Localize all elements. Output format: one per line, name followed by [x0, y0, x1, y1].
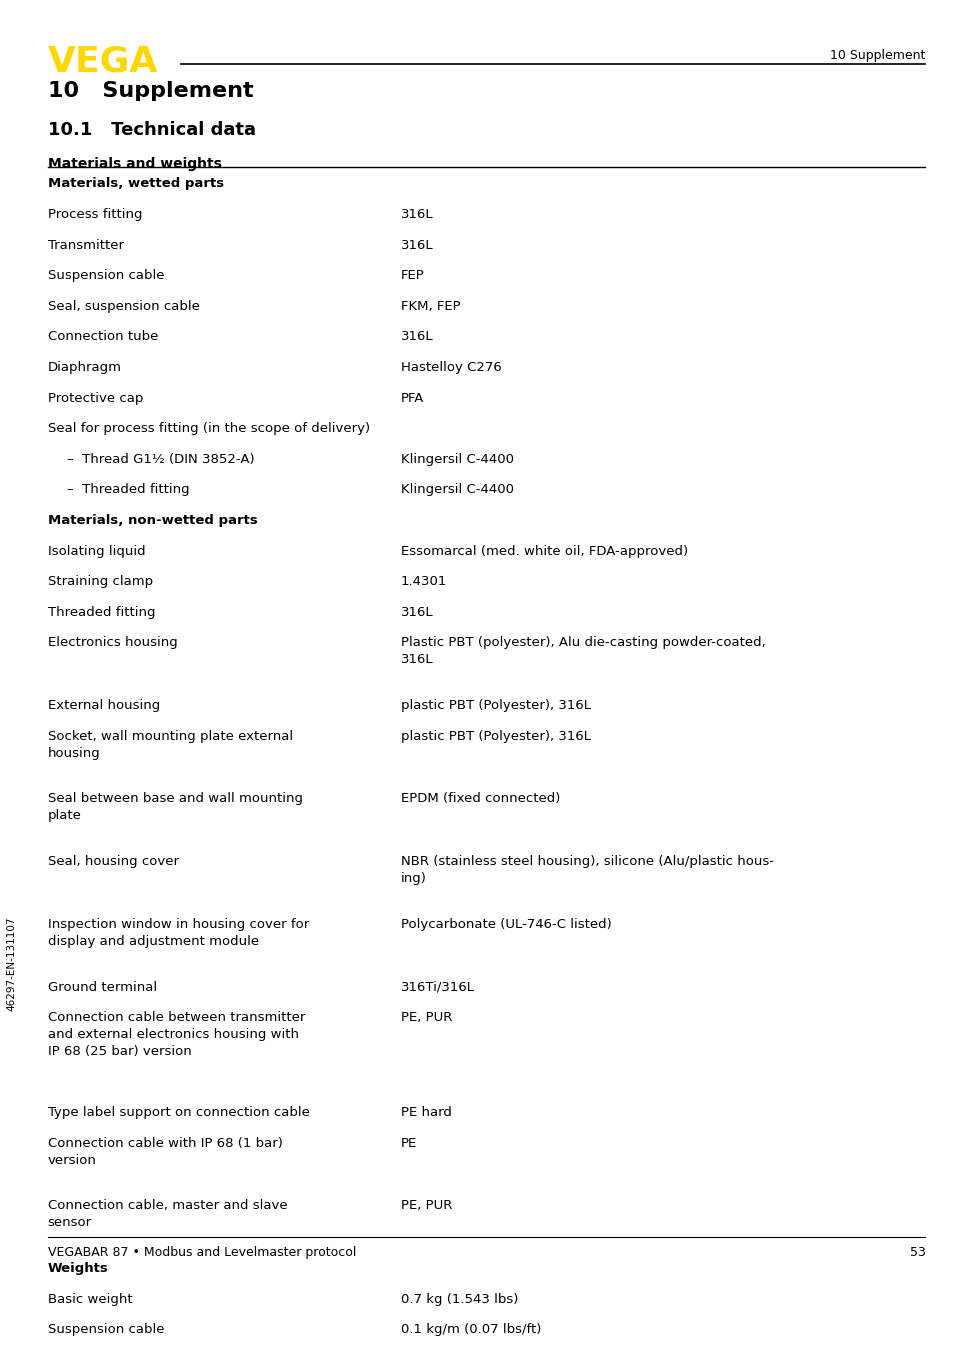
- Text: PE: PE: [400, 1136, 416, 1150]
- Text: PFA: PFA: [400, 391, 424, 405]
- Text: 10   Supplement: 10 Supplement: [48, 81, 253, 102]
- Text: Isolating liquid: Isolating liquid: [48, 544, 145, 558]
- Text: Polycarbonate (UL-746-C listed): Polycarbonate (UL-746-C listed): [400, 918, 611, 932]
- Text: Seal, housing cover: Seal, housing cover: [48, 856, 178, 868]
- Text: VEGABAR 87 • Modbus and Levelmaster protocol: VEGABAR 87 • Modbus and Levelmaster prot…: [48, 1246, 355, 1259]
- Text: –  Threaded fitting: – Threaded fitting: [67, 483, 190, 497]
- Text: Connection cable between transmitter
and external electronics housing with
IP 68: Connection cable between transmitter and…: [48, 1011, 305, 1059]
- Text: Process fitting: Process fitting: [48, 209, 142, 221]
- Text: FEP: FEP: [400, 269, 424, 282]
- Text: Electronics housing: Electronics housing: [48, 636, 177, 650]
- Text: 53: 53: [908, 1246, 924, 1259]
- Text: Seal for process fitting (in the scope of delivery): Seal for process fitting (in the scope o…: [48, 422, 370, 435]
- Text: FKM, FEP: FKM, FEP: [400, 299, 459, 313]
- Text: EPDM (fixed connected): EPDM (fixed connected): [400, 792, 559, 806]
- Text: Type label support on connection cable: Type label support on connection cable: [48, 1106, 310, 1118]
- Text: plastic PBT (Polyester), 316L: plastic PBT (Polyester), 316L: [400, 730, 590, 743]
- Text: Connection tube: Connection tube: [48, 330, 158, 344]
- Text: plastic PBT (Polyester), 316L: plastic PBT (Polyester), 316L: [400, 699, 590, 712]
- Text: 46297-EN-131107: 46297-EN-131107: [7, 917, 16, 1011]
- Text: 10 Supplement: 10 Supplement: [829, 49, 924, 62]
- Text: Suspension cable: Suspension cable: [48, 269, 164, 282]
- Text: External housing: External housing: [48, 699, 160, 712]
- Text: 10.1   Technical data: 10.1 Technical data: [48, 121, 255, 139]
- Text: 316Ti/316L: 316Ti/316L: [400, 980, 475, 994]
- Text: Essomarcal (med. white oil, FDA-approved): Essomarcal (med. white oil, FDA-approved…: [400, 544, 687, 558]
- Text: Basic weight: Basic weight: [48, 1293, 132, 1305]
- Text: Klingersil C-4400: Klingersil C-4400: [400, 452, 513, 466]
- Text: Plastic PBT (polyester), Alu die-casting powder-coated,
316L: Plastic PBT (polyester), Alu die-casting…: [400, 636, 764, 666]
- Text: Materials, wetted parts: Materials, wetted parts: [48, 177, 224, 191]
- Text: 0.7 kg (1.543 lbs): 0.7 kg (1.543 lbs): [400, 1293, 517, 1305]
- Text: 316L: 316L: [400, 238, 433, 252]
- Text: Inspection window in housing cover for
display and adjustment module: Inspection window in housing cover for d…: [48, 918, 309, 948]
- Text: Protective cap: Protective cap: [48, 391, 143, 405]
- Text: Connection cable, master and slave
sensor: Connection cable, master and slave senso…: [48, 1200, 287, 1229]
- Text: Weights: Weights: [48, 1262, 109, 1275]
- Text: Seal, suspension cable: Seal, suspension cable: [48, 299, 199, 313]
- Text: Materials, non-wetted parts: Materials, non-wetted parts: [48, 515, 257, 527]
- Text: Diaphragm: Diaphragm: [48, 362, 122, 374]
- Text: 0.1 kg/m (0.07 lbs/ft): 0.1 kg/m (0.07 lbs/ft): [400, 1323, 540, 1336]
- Text: NBR (stainless steel housing), silicone (Alu/plastic hous-
ing): NBR (stainless steel housing), silicone …: [400, 856, 773, 886]
- Text: PE, PUR: PE, PUR: [400, 1200, 452, 1212]
- Text: 316L: 316L: [400, 330, 433, 344]
- Text: Socket, wall mounting plate external
housing: Socket, wall mounting plate external hou…: [48, 730, 293, 760]
- Text: 316L: 316L: [400, 209, 433, 221]
- Text: Materials and weights: Materials and weights: [48, 157, 221, 171]
- Text: Suspension cable: Suspension cable: [48, 1323, 164, 1336]
- Text: –  Thread G1½ (DIN 3852-A): – Thread G1½ (DIN 3852-A): [67, 452, 254, 466]
- Text: Klingersil C-4400: Klingersil C-4400: [400, 483, 513, 497]
- Text: VEGA: VEGA: [48, 45, 158, 79]
- Text: PE hard: PE hard: [400, 1106, 451, 1118]
- Text: PE, PUR: PE, PUR: [400, 1011, 452, 1024]
- Text: 1.4301: 1.4301: [400, 575, 447, 588]
- Text: Transmitter: Transmitter: [48, 238, 124, 252]
- Text: Hastelloy C276: Hastelloy C276: [400, 362, 501, 374]
- Text: 316L: 316L: [400, 605, 433, 619]
- Text: Threaded fitting: Threaded fitting: [48, 605, 155, 619]
- Text: Straining clamp: Straining clamp: [48, 575, 152, 588]
- Text: Connection cable with IP 68 (1 bar)
version: Connection cable with IP 68 (1 bar) vers…: [48, 1136, 282, 1167]
- Text: Seal between base and wall mounting
plate: Seal between base and wall mounting plat…: [48, 792, 302, 822]
- Text: Ground terminal: Ground terminal: [48, 980, 156, 994]
